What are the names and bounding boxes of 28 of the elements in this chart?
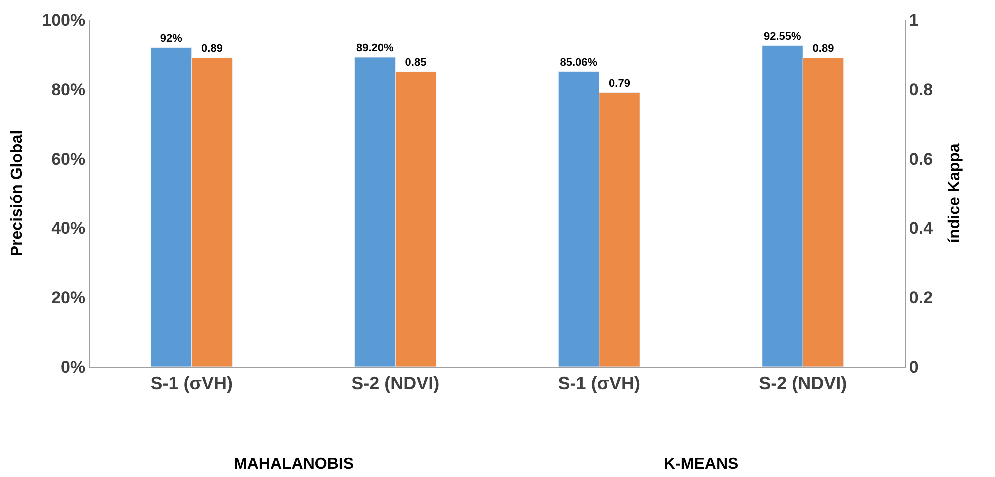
y-tick-label: 60% — [52, 150, 86, 169]
data-label: 92% — [160, 32, 183, 45]
y-tick-label: 100% — [42, 10, 86, 30]
x-tick-label: S-2 (NDVI) — [759, 374, 848, 394]
y-tick-label: 40% — [52, 219, 86, 238]
y2-tick-label: 0.8 — [909, 80, 934, 100]
y-tick-label: 20% — [52, 288, 86, 308]
y2-tick-label: 1 — [909, 10, 919, 30]
data-label: 89.20% — [356, 42, 394, 54]
text: K-MEANS — [664, 456, 739, 473]
text: MAHALANOBIS — [234, 456, 354, 473]
x-tick-label: S-2 (NDVI) — [352, 374, 440, 394]
y-tick-label: 0% — [61, 358, 86, 377]
y2-tick-label: 0.2 — [909, 288, 934, 308]
y2-tick-label: 0 — [909, 358, 919, 377]
x-tick-label: S-1 (σVH) — [558, 374, 641, 394]
data-label: 0.85 — [405, 57, 427, 70]
y2-axis-title: índice Kappa — [946, 144, 964, 244]
data-label: 85.06% — [560, 56, 598, 69]
data-label: 0.79 — [609, 78, 630, 90]
y2-tick-label: 0.4 — [909, 219, 934, 238]
data-label: 92.55% — [764, 30, 802, 43]
y-tick-label: 80% — [52, 80, 86, 100]
data-label: 0.89 — [812, 43, 834, 56]
data-label: 0.89 — [202, 43, 223, 56]
y-axis-title: Precisión Global — [9, 130, 26, 257]
x-tick-label: S-1 (σVH) — [150, 374, 234, 394]
y2-tick-label: 0.6 — [909, 150, 934, 169]
